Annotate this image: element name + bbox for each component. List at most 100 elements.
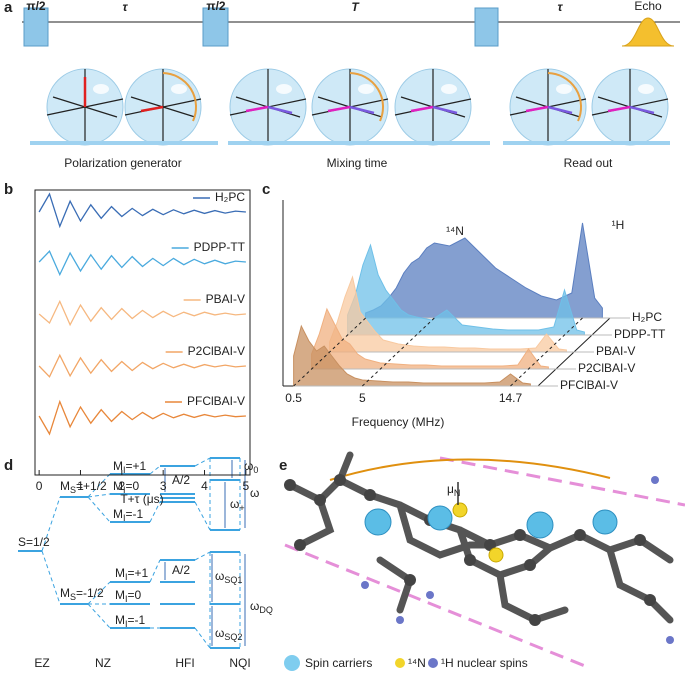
text-part: M [115, 613, 125, 627]
stage-label: Mixing time [327, 156, 388, 170]
text-part: ω [215, 569, 224, 583]
text-part: I [123, 465, 126, 475]
x-tick-label: 5 [359, 391, 366, 405]
echo-label: Echo [634, 0, 662, 13]
legend-label: H₂PC [215, 190, 245, 204]
text-part: S [70, 592, 76, 602]
annotation: ¹H [612, 218, 625, 232]
text-part: S [70, 485, 76, 495]
x-tick-label: 4 [201, 479, 208, 493]
text-part: μ [447, 482, 454, 496]
frequency-label: ω [250, 486, 259, 500]
x-tick-label: 3 [160, 479, 167, 493]
spin-vector [410, 105, 434, 113]
pulse [202, 7, 229, 47]
text-part: I [125, 572, 128, 582]
tick-guide [293, 317, 366, 387]
panel-label: c [262, 181, 270, 198]
legend-label: Spin carriers [305, 656, 372, 670]
text-part: M [60, 586, 70, 600]
level-connectors [41, 457, 241, 649]
panel-label: d [4, 457, 13, 474]
molecule [284, 451, 685, 670]
series-label: P2ClBAI-V [578, 361, 635, 375]
trace [38, 399, 246, 436]
text-part: ω [250, 599, 259, 613]
legend-label: PBAI-V [206, 292, 245, 306]
series-label: PFClBAI-V [560, 378, 618, 392]
frequency-label: ωSQ1 [215, 569, 242, 585]
series-label: PBAI-V [596, 344, 635, 358]
text-part: SQ2 [224, 632, 242, 642]
text-part: M [60, 479, 70, 493]
text-part: =+1 [126, 459, 147, 473]
level-label: MI=+1 [115, 566, 149, 582]
text-part: ω [244, 459, 253, 473]
text-part: I [123, 485, 126, 495]
text-part: =-1/2 [76, 586, 104, 600]
text-part: =0 [126, 479, 140, 493]
spectrum [329, 275, 567, 353]
x-tick-label: 14.7 [499, 391, 523, 405]
series-label: H₂PC [632, 310, 662, 324]
stage-label: Polarization generator [64, 156, 181, 170]
delay-label: τ [123, 0, 129, 14]
text-part: =+1 [128, 566, 149, 580]
text-part: M [115, 566, 125, 580]
stage-label: EZ [34, 656, 49, 670]
pulse [474, 7, 499, 47]
precession [349, 72, 385, 122]
stage-label: Read out [564, 156, 613, 170]
x-tick-label: 1 [77, 479, 84, 493]
text-part: + [239, 503, 244, 513]
sphere-highlight [441, 84, 457, 94]
stage-label: HFI [175, 656, 194, 670]
stage-bar [30, 141, 218, 145]
echo [621, 17, 675, 47]
spectrum [293, 324, 531, 387]
level-label: MI=+1 [113, 459, 147, 475]
spin-vector [525, 105, 549, 113]
delay-label: T [351, 0, 360, 14]
transition-arrows [164, 460, 246, 646]
sphere-highlight [358, 84, 374, 94]
level-label: MI=-1 [113, 507, 144, 523]
level-label: MI=0 [113, 479, 140, 495]
text-part: ω [215, 626, 224, 640]
spin-vector [607, 105, 631, 113]
level-label: MI=-1 [115, 613, 146, 629]
level-label: MS=+1/2 [60, 479, 107, 495]
sphere-highlight [276, 84, 292, 94]
sphere-highlight [556, 84, 572, 94]
legend-swatch [428, 658, 438, 668]
x-tick-label: 2 [118, 479, 125, 493]
series-label: PDPP-TT [614, 327, 666, 341]
text-part: DQ [259, 605, 273, 615]
tick-guide [510, 317, 583, 387]
sphere-highlight [638, 84, 654, 94]
stage-bar [228, 141, 490, 145]
trace [38, 192, 246, 229]
text-part: I [125, 619, 128, 629]
level-label: MS=-1/2 [60, 586, 104, 602]
spin-vector [140, 105, 164, 113]
spin-vector [349, 105, 375, 115]
frequency-label: ωSQ2 [215, 626, 242, 642]
text-part: ω [230, 497, 239, 511]
text-part: M [113, 459, 123, 473]
text-part: =-1 [128, 613, 146, 627]
pulse [23, 7, 49, 47]
pulse-label: π/2 [26, 0, 46, 13]
precession [162, 72, 198, 122]
bloch-spheres [46, 68, 669, 146]
annotation: ¹⁴N [446, 224, 464, 238]
spin-vector [267, 105, 293, 115]
frequency-label: ω0 [244, 459, 258, 475]
spin-vector [327, 105, 351, 113]
frequency-label: ω+ [230, 497, 245, 513]
delay-label: τ [558, 0, 564, 14]
text-part: I [123, 513, 126, 523]
hyperfine-label: A/2 [172, 563, 190, 577]
energy-levels [18, 457, 240, 649]
